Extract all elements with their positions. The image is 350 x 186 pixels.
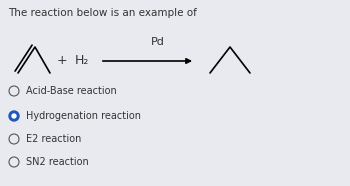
Text: E2 reaction: E2 reaction xyxy=(26,134,81,144)
Circle shape xyxy=(9,111,19,121)
Text: H₂: H₂ xyxy=(75,54,89,68)
Text: Pd: Pd xyxy=(150,37,164,47)
Text: Acid-Base reaction: Acid-Base reaction xyxy=(26,86,117,96)
Text: +: + xyxy=(57,54,67,68)
Circle shape xyxy=(12,114,16,118)
Text: SN2 reaction: SN2 reaction xyxy=(26,157,89,167)
Text: Hydrogenation reaction: Hydrogenation reaction xyxy=(26,111,141,121)
Text: The reaction below is an example of: The reaction below is an example of xyxy=(8,8,197,18)
